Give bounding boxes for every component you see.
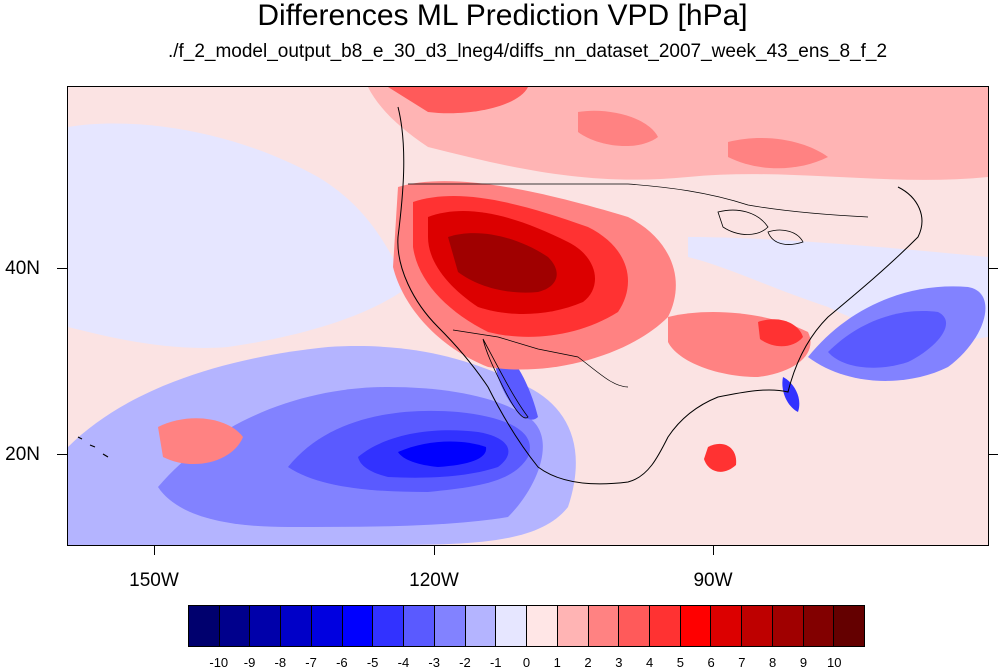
lon-label-120w: 120W xyxy=(409,570,459,591)
colorbar-tick-label: 3 xyxy=(615,655,623,670)
colorbar-tick-label: -6 xyxy=(336,655,348,670)
lat-label-40n: 40N xyxy=(5,258,40,279)
colorbar-box xyxy=(834,606,865,646)
lat-tick-40n-left xyxy=(57,268,67,269)
colorbar-box xyxy=(373,606,405,646)
pacific-pink-blob xyxy=(158,418,243,465)
colorbar-tick-label: 2 xyxy=(584,655,592,670)
colorbar-box xyxy=(650,606,681,646)
pacific-blue-region-5 xyxy=(398,441,487,467)
colorbar-tick-label: 10 xyxy=(826,655,842,670)
colorbar-tick-label: -8 xyxy=(274,655,287,670)
colorbar-box xyxy=(281,606,312,646)
colorbar-tick-label: -9 xyxy=(243,655,256,670)
colorbar-box xyxy=(342,606,374,646)
colorbar-box xyxy=(189,606,220,646)
colorbar-box xyxy=(711,606,743,646)
colorbar-tick-label: -1 xyxy=(489,655,502,670)
colorbar-tick-label: 8 xyxy=(769,655,777,670)
colorbar-box xyxy=(404,606,435,646)
lon-tick-150w xyxy=(154,545,155,555)
colorbar-tick-label: 6 xyxy=(707,655,715,670)
colorbar-tick-label: -4 xyxy=(397,655,410,670)
map-plot-area xyxy=(67,86,989,546)
colorbar-box xyxy=(496,606,528,646)
canada-red-patch xyxy=(578,110,658,147)
colorbar-tick-label: 9 xyxy=(799,655,808,670)
vpd-difference-map xyxy=(68,87,988,545)
pacific-light-blue-region xyxy=(68,123,408,348)
carolinas-red-patch xyxy=(758,319,803,347)
lat-tick-20n-right xyxy=(988,454,998,455)
baja-california xyxy=(482,338,529,419)
us-canada-border xyxy=(408,183,869,218)
chart-title: Differences ML Prediction VPD [hPa] xyxy=(257,0,748,32)
north-america-coastline xyxy=(397,106,923,485)
colorbar-box xyxy=(619,606,651,646)
colorbar-box xyxy=(803,606,835,646)
colorbar-box xyxy=(219,606,251,646)
caribbean-red-patch xyxy=(704,443,737,472)
lat-tick-40n-right xyxy=(988,268,998,269)
atlantic-blue-region-2 xyxy=(828,311,947,368)
colorbar-box xyxy=(680,606,712,646)
lat-tick-20n-left xyxy=(57,454,67,455)
lon-tick-120w xyxy=(434,545,435,555)
north-red-band xyxy=(368,87,988,180)
colorbar-tick-label: -5 xyxy=(366,655,379,670)
colorbar-tick-label: 7 xyxy=(738,655,746,670)
colorbar-box xyxy=(311,606,343,646)
florida-blue-region xyxy=(782,377,800,412)
chart-subtitle: ./f_2_model_output_b8_e_30_d3_lneg4/diff… xyxy=(167,41,888,62)
great-lakes xyxy=(717,209,804,245)
colorbar-tick-label: -3 xyxy=(428,655,440,670)
hawaii-islands xyxy=(77,436,109,458)
colorbar-tick-label: -7 xyxy=(305,655,317,670)
colorbar-box xyxy=(588,606,620,646)
west-us-red-4 xyxy=(448,233,557,293)
colorbar-tick-label: 4 xyxy=(645,655,654,670)
colorbar-tick-label: -2 xyxy=(459,655,471,670)
colorbar-tick-label: 5 xyxy=(676,655,684,670)
colorbar xyxy=(188,605,865,647)
lon-label-90w: 90W xyxy=(693,570,733,591)
colorbar-tick-label: 1 xyxy=(553,655,561,670)
colorbar-box xyxy=(527,606,558,646)
colorbar-box xyxy=(742,606,773,646)
colorbar-box xyxy=(772,606,804,646)
colorbar-box xyxy=(465,606,497,646)
lon-tick-90w xyxy=(713,545,714,555)
canada-east-red-patch xyxy=(728,137,828,169)
colorbar-box xyxy=(557,606,589,646)
lon-label-150w: 150W xyxy=(129,570,179,591)
colorbar-box xyxy=(434,606,466,646)
colorbar-tick-label: 0 xyxy=(522,655,531,670)
lat-label-20n: 20N xyxy=(5,444,40,465)
us-mexico-border xyxy=(452,329,629,388)
north-red-band-core xyxy=(388,87,528,114)
colorbar-tick-label: -10 xyxy=(209,655,229,670)
colorbar-box xyxy=(250,606,282,646)
